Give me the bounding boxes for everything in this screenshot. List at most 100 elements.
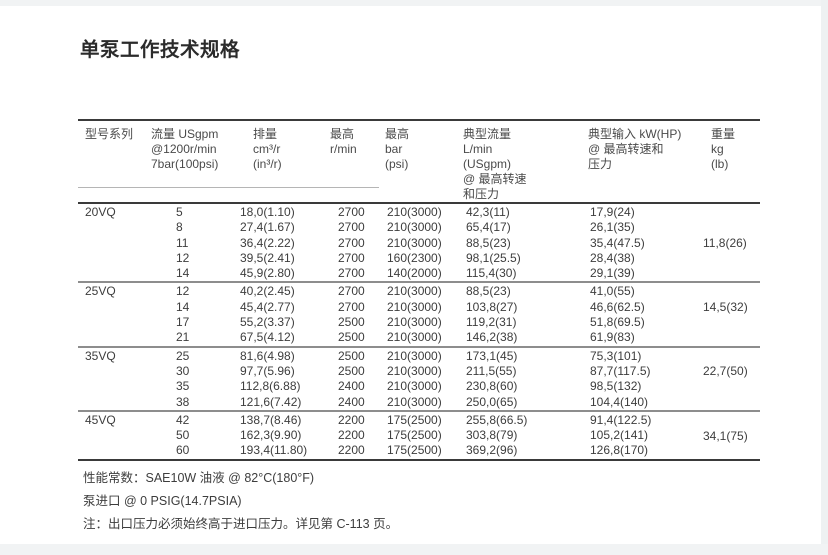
cell-typical-input: 61,9(83) bbox=[590, 330, 635, 345]
cell-flow: 12 bbox=[176, 250, 190, 265]
header-line: 重量 bbox=[711, 127, 736, 141]
header-line: @1200r/min bbox=[151, 142, 217, 156]
cell-typical-flow: 42,3(11) bbox=[466, 205, 510, 219]
header-line: (in³/r) bbox=[253, 157, 282, 171]
cell-max-bar: 175(2500) bbox=[387, 428, 442, 443]
cell-max-bar: 210(3000) bbox=[387, 284, 442, 299]
cell-typical-flow: 103,8(27) bbox=[466, 299, 518, 314]
page-edge-right bbox=[821, 0, 828, 555]
cell-typical-input: 91,4(122.5) bbox=[590, 412, 652, 427]
cell-displacement: 27,4(1.67) bbox=[240, 220, 295, 235]
cell-flow: 21 bbox=[176, 330, 190, 345]
cell-displacement: 40,2(2.45) bbox=[240, 284, 295, 299]
cell-displacement: 55,2(3.37) bbox=[240, 315, 295, 330]
note-line-2: 泵进口 @ 0 PSIG(14.7PSIA) bbox=[83, 494, 242, 508]
cell-typical-flow: 303,8(79) bbox=[466, 428, 518, 443]
series-section-25vq: 25VQ 12 40,2(2.45) 2700 210(3000) 88,5(23) 41,… bbox=[78, 281, 760, 345]
cell-typical-input: 87,7(117.5) bbox=[590, 363, 651, 378]
cell-flow: 30 bbox=[176, 363, 190, 378]
cell-max-rpm: 2700 bbox=[338, 266, 365, 281]
cell-weight: 34,1(75) bbox=[703, 428, 748, 443]
note-line-3: 注：出口压力必须始终高于进口压力。详见第 C-113 页。 bbox=[83, 517, 399, 531]
table-header-row: 型号系列 流量 USgpm @1200r/min 7bar(100psi) 排量 cm³/… bbox=[78, 121, 760, 204]
cell-max-bar: 210(3000) bbox=[387, 235, 442, 250]
cell-displacement: 39,5(2.41) bbox=[240, 250, 295, 265]
cell-max-bar: 210(3000) bbox=[387, 315, 442, 330]
cell-displacement: 193,4(11.80) bbox=[240, 443, 308, 458]
cell-typical-flow: 119,2(31) bbox=[466, 315, 517, 330]
cell-typical-input: 46,6(62.5) bbox=[590, 299, 645, 314]
col-header-3: 排量 cm³/r (in³/r) bbox=[240, 127, 330, 202]
cell-typical-flow: 98,1(25.5) bbox=[466, 250, 521, 265]
cell-max-rpm: 2500 bbox=[338, 330, 365, 345]
cell-max-rpm: 2700 bbox=[338, 284, 365, 299]
cell-max-bar: 210(3000) bbox=[387, 220, 442, 235]
cell-weight: 14,5(32) bbox=[703, 300, 748, 315]
table-body: 20VQ 5 18,0(1.10) 2700 210(3000) 42,3(11) 17,9… bbox=[78, 204, 760, 461]
cell-flow: 17 bbox=[176, 315, 190, 330]
cell-displacement: 121,6(7.42) bbox=[240, 394, 302, 409]
cell-max-bar: 210(3000) bbox=[387, 330, 442, 345]
series-model: 25VQ bbox=[85, 284, 116, 299]
page-title: 单泵工作技术规格 bbox=[80, 39, 241, 61]
cell-typical-input: 75,3(101) bbox=[590, 348, 642, 363]
header-line: 压力 bbox=[588, 157, 613, 171]
cell-displacement: 36,4(2.22) bbox=[240, 235, 295, 250]
cell-flow: 35 bbox=[176, 379, 190, 394]
cell-flow: 11 bbox=[176, 235, 189, 250]
header-line: r/min bbox=[330, 142, 357, 156]
cell-max-bar: 140(2000) bbox=[387, 266, 442, 281]
cell-max-bar: 210(3000) bbox=[387, 205, 442, 219]
cell-flow: 8 bbox=[176, 220, 183, 235]
col-header-4: 最高 r/min bbox=[330, 127, 385, 202]
cell-max-rpm: 2500 bbox=[338, 363, 365, 378]
cell-max-rpm: 2200 bbox=[338, 412, 365, 427]
header-line: cm³/r bbox=[253, 142, 281, 156]
footnotes: 性能常数：SAE10W 油液 @ 82°C(180°F) 泵进口 @ 0 PSIG… bbox=[83, 467, 398, 536]
cell-max-bar: 210(3000) bbox=[387, 394, 442, 409]
cell-typical-input: 51,8(69.5) bbox=[590, 315, 645, 330]
cell-max-rpm: 2700 bbox=[338, 220, 365, 235]
series-model: 45VQ bbox=[85, 412, 116, 427]
col-header-2: 流量 USgpm @1200r/min 7bar(100psi) bbox=[150, 127, 240, 202]
header-line: 流量 USgpm bbox=[151, 127, 219, 141]
cell-typical-input: 105,2(141) bbox=[590, 428, 649, 443]
cell-max-rpm: 2400 bbox=[338, 394, 365, 409]
page-edge-top bbox=[0, 0, 828, 6]
cell-max-rpm: 2400 bbox=[338, 379, 365, 394]
header-line: @ 最高转速和 bbox=[588, 142, 664, 156]
header-line: 7bar(100psi) bbox=[151, 157, 219, 171]
cell-flow: 60 bbox=[176, 443, 190, 458]
cell-typical-flow: 230,8(60) bbox=[466, 379, 518, 394]
cell-displacement: 45,9(2.80) bbox=[240, 266, 295, 281]
cell-max-bar: 210(3000) bbox=[387, 363, 442, 378]
cell-max-rpm: 2700 bbox=[338, 205, 365, 219]
header-line: (psi) bbox=[385, 157, 409, 171]
cell-displacement: 138,7(8.46) bbox=[240, 412, 302, 427]
cell-typical-input: 98,5(132) bbox=[590, 379, 642, 394]
col-header-7: 典型输入 kW(HP) @ 最高转速和 压力 bbox=[585, 127, 698, 202]
cell-weight: 22,7(50) bbox=[703, 364, 748, 379]
header-line: 最高 bbox=[385, 127, 410, 141]
cell-displacement: 112,8(6.88) bbox=[240, 379, 301, 394]
cell-typical-input: 41,0(55) bbox=[590, 284, 635, 299]
cell-flow: 5 bbox=[176, 205, 183, 219]
cell-typical-input: 28,4(38) bbox=[590, 250, 635, 265]
series-section-45vq: 45VQ 42 138,7(8.46) 2200 175(2500) 255,8(66.5… bbox=[78, 409, 760, 459]
series-model: 20VQ bbox=[85, 205, 116, 219]
header-line: (USgpm) bbox=[463, 157, 512, 171]
cell-typical-input: 29,1(39) bbox=[590, 266, 635, 281]
cell-max-rpm: 2700 bbox=[338, 250, 365, 265]
col-header-1: 型号系列 bbox=[78, 127, 150, 202]
cell-typical-input: 104,4(140) bbox=[590, 394, 649, 409]
cell-typical-input: 26,1(35) bbox=[590, 220, 635, 235]
header-line: @ 最高转速 bbox=[463, 172, 527, 186]
col-header-8: 重量 kg (lb) bbox=[698, 127, 760, 202]
cell-flow: 42 bbox=[176, 412, 190, 427]
col-header-5: 最高 bar (psi) bbox=[385, 127, 461, 202]
cell-typical-flow: 88,5(23) bbox=[466, 235, 511, 250]
cell-typical-flow: 369,2(96) bbox=[466, 443, 518, 458]
cell-typical-flow: 115,4(30) bbox=[466, 266, 517, 281]
cell-max-bar: 210(3000) bbox=[387, 379, 442, 394]
header-line: 典型输入 kW(HP) bbox=[588, 127, 682, 141]
